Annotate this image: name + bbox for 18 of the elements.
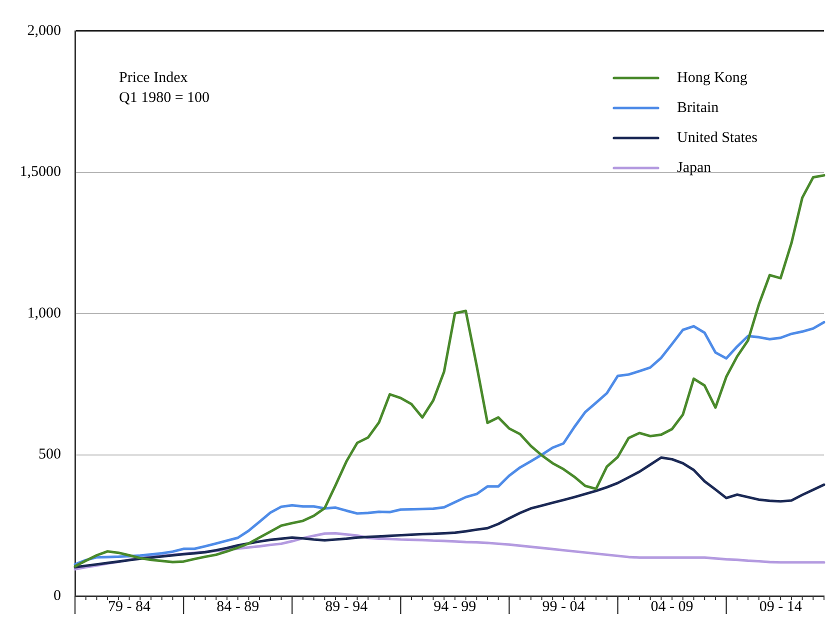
x-tick-label: 94 - 99 [434,598,476,615]
legend-label: Britain [677,100,720,116]
y-tick-label: 500 [38,446,61,463]
annotation: Price Index [119,70,188,86]
x-tick-label: 79 - 84 [108,598,152,615]
y-tick-label: 1,000 [27,305,61,322]
y-tick-label: 2,000 [27,22,61,39]
x-tick-label: 09 - 14 [759,598,802,615]
x-tick-label: 84 - 89 [216,598,260,615]
x-tick-label: 89 - 94 [325,598,368,615]
annotation: Q1 1980 = 100 [119,90,210,106]
y-tick-label: 0 [54,588,61,604]
legend-label: Hong Kong [677,70,748,86]
x-tick-label: 04 - 09 [650,598,694,615]
legend-label: Japan [677,160,712,176]
x-tick-label: 99 - 04 [542,598,586,615]
y-tick-label: 1,5000 [20,164,61,180]
legend-label: United States [677,130,758,146]
